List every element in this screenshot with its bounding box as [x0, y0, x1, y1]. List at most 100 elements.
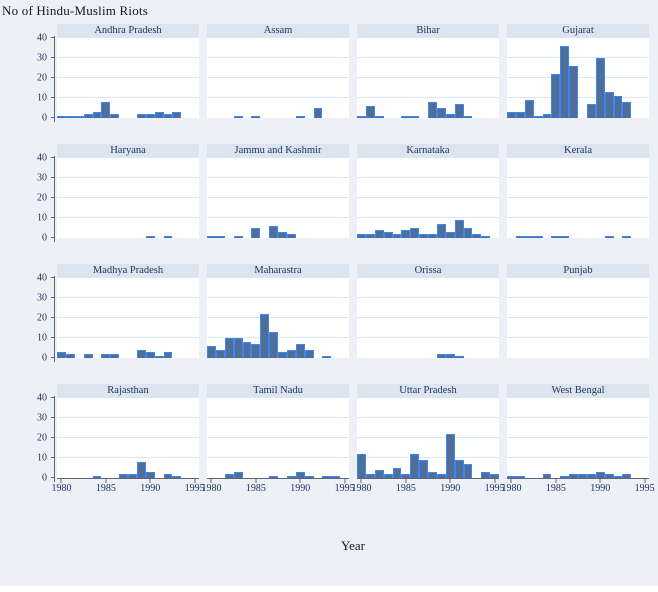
x-tick-mark [360, 479, 362, 483]
y-tick-mark [51, 397, 55, 398]
bar-west-bengal-1984 [542, 474, 552, 478]
bar-west-bengal-1987 [569, 474, 578, 478]
gridline [507, 217, 649, 218]
bar-jammu-and-kashmir-1988 [278, 232, 287, 238]
facet-title: West Bengal [507, 384, 649, 398]
bar-karnataka-1981 [365, 234, 375, 238]
y-tick-mark [51, 237, 55, 238]
bar-madhya-pradesh-1986 [110, 354, 120, 358]
bar-gujarat-1982 [524, 100, 534, 118]
bar-west-bengal-1988 [578, 474, 587, 478]
facet-row-3: 0 10 20 30 40 Madhya Pradesh Maharastra Orissa P… [0, 264, 658, 364]
y-tick-label: 20 [37, 432, 47, 444]
x-tick-label: 1980 [351, 483, 372, 494]
panel-bihar: Bihar [357, 24, 499, 118]
gridline [357, 97, 499, 98]
bar-west-bengal-1993 [622, 474, 632, 478]
bar-uttar-pradesh-1983 [383, 474, 393, 478]
bar-karnataka-1988 [428, 234, 437, 238]
bar-maharastra-1993 [322, 356, 332, 358]
bar-andhra-pradesh-1992 [163, 114, 173, 118]
y-tick-mark [51, 477, 55, 478]
bar-bihar-1986 [410, 116, 420, 118]
bar-maharastra-1987 [269, 332, 278, 358]
x-tick-label: 1985 [545, 483, 566, 494]
gridline [507, 197, 649, 198]
bar-gujarat-1983 [533, 116, 543, 118]
bar-karnataka-1990 [445, 232, 455, 238]
bar-maharastra-1983 [233, 338, 243, 358]
x-tick-label: 1995 [334, 483, 355, 494]
y-tick-label: 10 [37, 92, 47, 104]
bottom-strip [0, 586, 658, 592]
bar-gujarat-1981 [515, 112, 525, 118]
bar-jammu-and-kashmir-1980 [207, 236, 216, 238]
bar-gujarat-1984 [542, 114, 552, 118]
bar-uttar-pradesh-1985 [401, 474, 411, 478]
bar-kerala-1981 [515, 236, 525, 238]
plot-area [57, 277, 199, 358]
gridline [507, 97, 649, 98]
bar-rajasthan-1988 [128, 474, 137, 478]
x-tick-label: 1990 [140, 483, 161, 494]
y-tick-mark [51, 217, 55, 218]
panel-jammu-and-kashmir: Jammu and Kashmir [207, 144, 349, 238]
gridline [57, 197, 199, 198]
y-tick-label: 0 [42, 472, 47, 484]
bar-tamil-nadu-1983 [233, 472, 243, 478]
panel-tamil-nadu: Tamil Nadu 1980 1985 1990 1995 [201, 384, 355, 496]
panel-assam: Assam [207, 24, 349, 118]
bar-uttar-pradesh-1984 [392, 468, 402, 478]
bar-west-bengal-1990 [595, 472, 605, 478]
bar-orissa-1990 [445, 354, 455, 358]
gridline [207, 277, 349, 278]
y-tick-label: 0 [42, 352, 47, 364]
y-tick-label: 0 [42, 232, 47, 244]
facet-title: Orissa [357, 264, 499, 278]
bar-kerala-1982 [524, 236, 534, 238]
bar-bihar-1985 [401, 116, 411, 118]
bar-andhra-pradesh-1984 [92, 112, 102, 118]
plot-area [207, 277, 349, 358]
y-tick-mark [51, 97, 55, 98]
x-tick-label: 1980 [501, 483, 522, 494]
y-axis: 0 10 20 30 40 [0, 393, 57, 484]
bar-gujarat-1987 [569, 66, 578, 118]
gridline [357, 57, 499, 58]
panel-andhra-pradesh: Andhra Pradesh [57, 24, 199, 118]
facet-title: Andhra Pradesh [57, 24, 199, 38]
bar-west-bengal-1986 [560, 476, 570, 478]
bar-kerala-1986 [560, 236, 570, 238]
bar-maharastra-1980 [207, 346, 216, 358]
gridline [207, 397, 349, 398]
y-tick-mark [51, 337, 55, 338]
y-tick-label: 30 [37, 52, 47, 64]
gridline [357, 317, 499, 318]
x-tick-label: 1980 [201, 483, 222, 494]
gridline [357, 217, 499, 218]
gridline [357, 177, 499, 178]
gridline [207, 197, 349, 198]
y-tick-mark [51, 417, 55, 418]
gridline [357, 77, 499, 78]
gridline [207, 337, 349, 338]
bar-bihar-1988 [428, 102, 437, 118]
gridline [207, 177, 349, 178]
x-tick-mark [194, 479, 196, 483]
gridline [207, 157, 349, 158]
gridline [207, 97, 349, 98]
bar-uttar-pradesh-1987 [419, 460, 428, 478]
panel-haryana: Haryana [57, 144, 199, 238]
bar-rajasthan-1993 [172, 476, 182, 478]
plot-area [57, 157, 199, 238]
bar-tamil-nadu-1990 [295, 472, 305, 478]
plot-area [357, 37, 499, 118]
x-tick-label: 1995 [634, 483, 655, 494]
plot-area [357, 277, 499, 358]
facet-row-4: 0 10 20 30 40 Rajasthan 1980 1985 1990 1995 Tamil … [0, 384, 658, 496]
x-axis: 1980 1985 1990 1995 [201, 479, 355, 496]
bar-gujarat-1991 [604, 92, 614, 118]
gridline [357, 297, 499, 298]
gridline [357, 437, 499, 438]
plot-area [57, 397, 199, 479]
